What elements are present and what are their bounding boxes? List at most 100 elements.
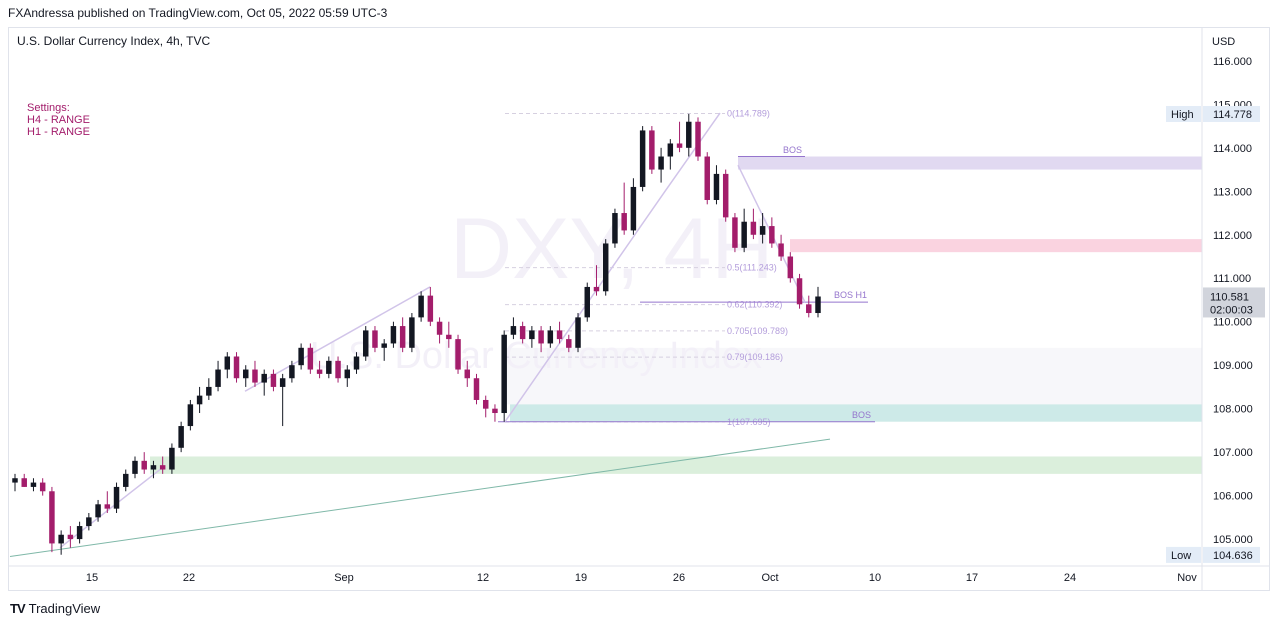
trendline-long [9,438,831,557]
candle-body [446,334,452,340]
fib-label: 0.79(109.186) [727,352,783,362]
candle-body [372,330,378,348]
footer-brand[interactable]: TradingView [28,601,101,616]
candle-body [612,213,618,244]
candle-body [575,317,581,348]
fib-label: 0.5(111.243) [727,263,777,273]
high-value: 114.778 [1213,109,1252,121]
watermark-name: U.S. Dollar Currency Index [310,335,762,377]
candle-body [759,226,766,235]
candle-body [390,326,397,344]
candle-body [86,517,92,527]
candle-body [519,326,526,340]
candle-body [196,395,203,405]
fib-label: 0.705(109.789) [727,326,788,336]
fib-label: 0.62(110.392) [727,300,782,310]
candle-body [464,369,471,379]
watermark-symbol: DXY, 4H [450,201,773,297]
candle-body [778,243,784,257]
candle-body [741,221,747,248]
x-tick-label: 10 [869,572,881,584]
candle-body [796,278,803,305]
low-value: 104.636 [1213,550,1253,562]
candle-body [418,295,424,318]
candle-body [289,365,295,379]
y-tick-label: 109.000 [1213,360,1253,372]
candle-body [649,130,655,170]
candle-body [381,343,387,348]
x-tick-label: Sep [334,572,354,584]
candle-body [639,130,646,187]
candle-body [76,526,83,540]
candle-body [815,296,821,314]
candle-body [630,186,637,231]
candle-body [307,347,314,370]
supply-zone-purple [738,156,1202,170]
settings-line-1: H4 - RANGE [27,114,90,126]
x-tick-label: 15 [86,572,98,584]
low-label-bg [1166,546,1201,563]
candle-body [602,243,609,292]
candle-body [132,460,138,474]
tradingview-logo-icon: TV [10,601,26,616]
x-tick-label: Nov [1177,572,1197,584]
candle-body [482,399,489,409]
candle-body [261,373,267,383]
x-tick-label: Oct [761,572,778,584]
countdown: 02:00:03 [1210,304,1253,316]
candle-body [492,408,498,414]
last-price: 110.581 [1210,291,1249,303]
candle-body [58,534,64,544]
swing-line [504,112,721,423]
chart-title: U.S. Dollar Currency Index, 4h, TVC [17,34,211,48]
candle-body [667,143,674,157]
grey-band [505,347,1202,405]
candle-body [67,534,74,540]
candle-body [150,465,157,470]
bos-annotation: BOS [852,410,871,420]
chart-frame [8,27,1270,591]
candle-body [224,356,231,370]
candle-body [556,330,563,340]
candle-body [30,482,37,487]
candle-body [104,504,111,509]
candle-body [178,426,184,448]
candle-body [510,326,517,335]
candle-body [455,339,461,370]
candle-body [169,447,175,470]
supply-zone-pink [790,239,1202,253]
candle-body [279,378,286,387]
candle-body [141,460,147,470]
candle-body [344,369,351,379]
candle-body [270,373,277,387]
candle-body [206,386,212,396]
settings-line-2: H1 - RANGE [27,126,90,138]
candle-body [326,360,332,374]
candle-body [49,491,55,544]
x-tick-label: 19 [575,572,587,584]
candle-body [501,334,507,414]
y-tick-label: 106.000 [1213,491,1253,503]
candle-body [584,286,590,318]
candle-body [123,473,129,487]
y-tick-label: 111.000 [1213,273,1251,285]
demand-zone-green [150,456,1202,474]
candle-body [187,404,194,427]
candle-body [353,356,360,370]
candle-body [39,482,46,492]
candle-body [427,295,434,322]
candle-body [787,256,794,279]
y-tick-label: 113.000 [1213,186,1252,198]
candle-body [399,326,406,348]
candle-body [436,321,443,335]
candle-body [769,226,775,244]
candle-body [316,369,323,374]
candle-body [473,378,480,400]
candle-body [658,156,664,170]
y-tick-label: 114.000 [1213,143,1252,155]
candle-body [335,360,341,379]
high-label: High [1171,109,1194,121]
publish-info: FXAndressa published on TradingView.com,… [8,6,388,20]
candle-body [215,369,221,387]
